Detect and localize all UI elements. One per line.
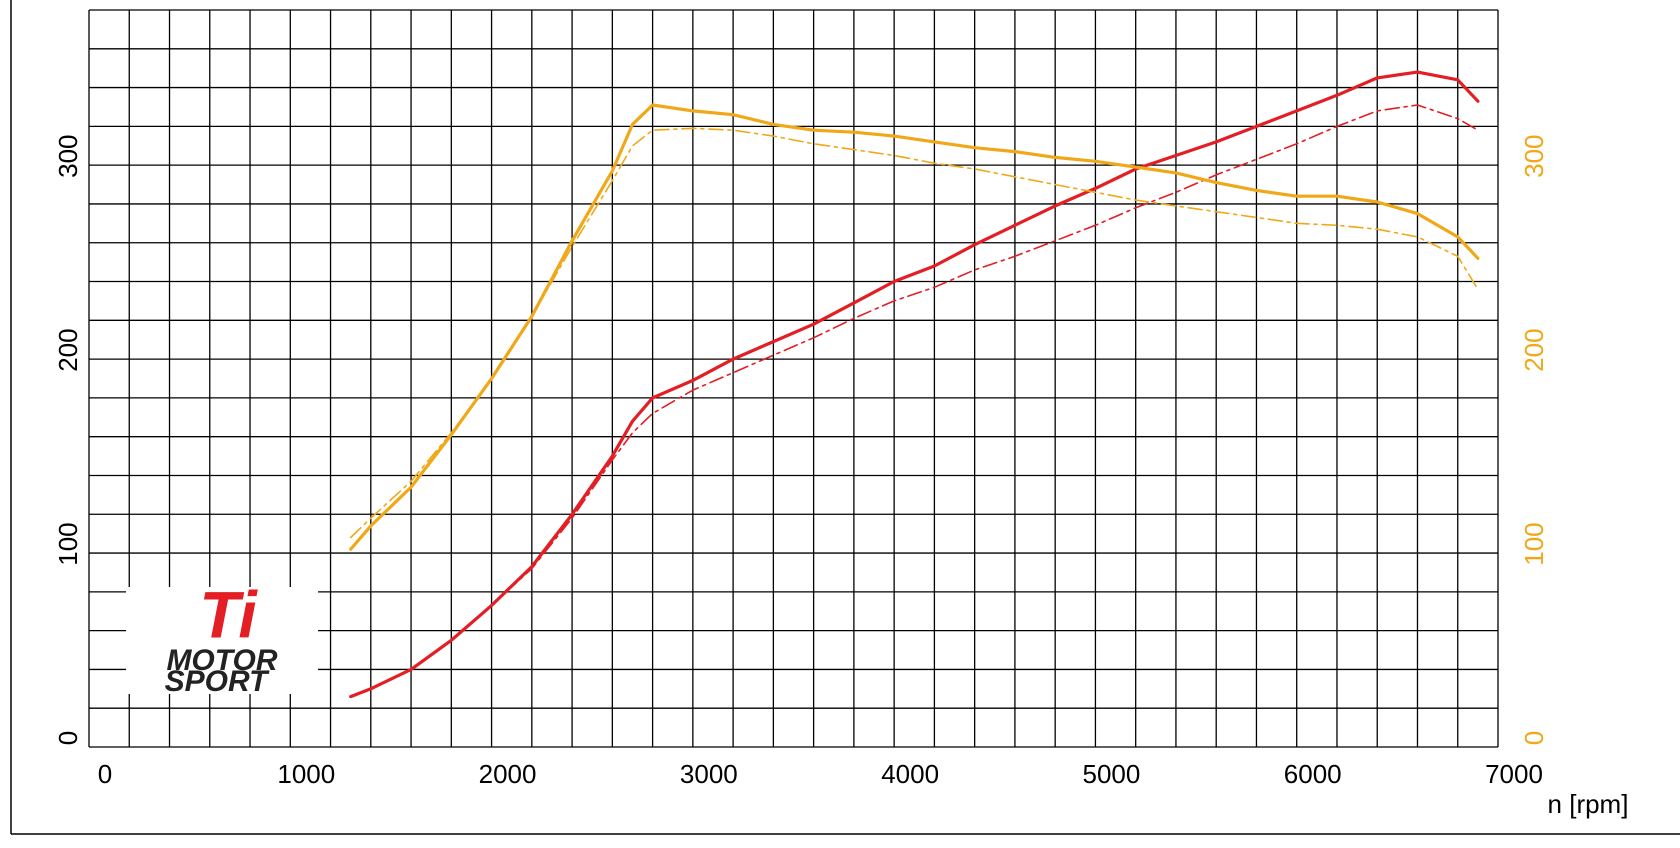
curve bbox=[349, 127, 1479, 539]
y2-tick-label: 0 bbox=[1519, 731, 1549, 745]
logo: Ti MOTOR SPORT bbox=[126, 577, 318, 698]
y-tick-label: 300 bbox=[53, 134, 83, 177]
y2-tick-label: 200 bbox=[1519, 328, 1549, 371]
y-tick-label: 0 bbox=[53, 731, 83, 745]
x-tick-label: 7000 bbox=[1485, 759, 1543, 789]
y-tick-label: 100 bbox=[53, 522, 83, 565]
y-tick-label: 200 bbox=[53, 328, 83, 371]
logo-background bbox=[126, 587, 318, 694]
x-tick-label: 5000 bbox=[1083, 759, 1141, 789]
x-tick-label: 4000 bbox=[881, 759, 939, 789]
x-tick-label: 0 bbox=[98, 759, 112, 789]
x-tick-label: 6000 bbox=[1284, 759, 1342, 789]
x-axis-label: n [rpm] bbox=[1548, 789, 1629, 819]
curves bbox=[349, 70, 1480, 699]
logo-mark: Ti bbox=[199, 577, 258, 651]
x-tick-label: 2000 bbox=[479, 759, 537, 789]
curve bbox=[349, 104, 1479, 698]
x-tick-label: 3000 bbox=[680, 759, 738, 789]
curve bbox=[349, 103, 1480, 551]
y2-tick-label: 100 bbox=[1519, 522, 1549, 565]
x-tick-label: 1000 bbox=[277, 759, 335, 789]
curve bbox=[349, 70, 1480, 699]
y2-tick-label: 300 bbox=[1519, 134, 1549, 177]
logo-line: SPORT bbox=[165, 665, 270, 698]
logo-line: MOTOR bbox=[166, 644, 277, 677]
